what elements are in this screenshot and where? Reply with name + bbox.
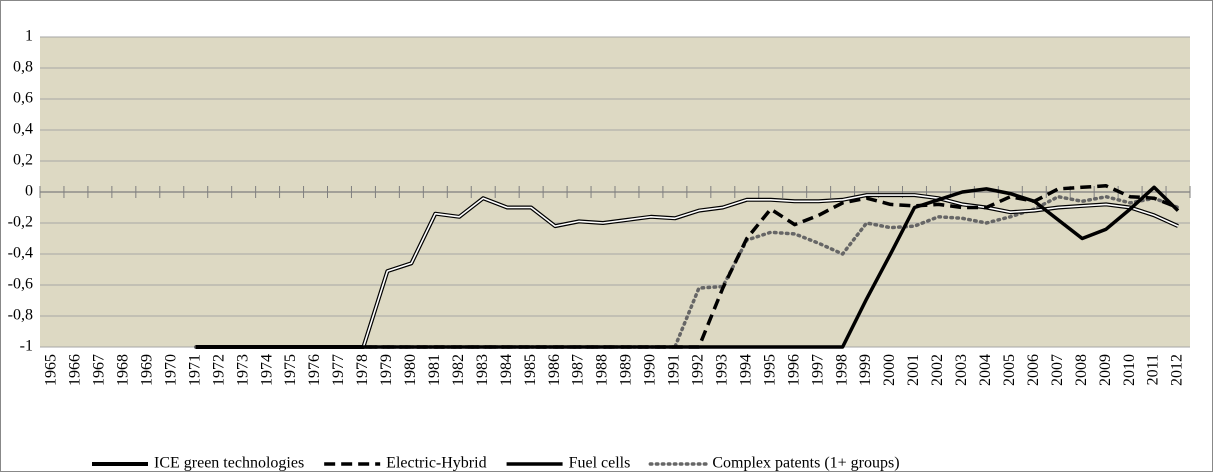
x-tick-label: 1983 [474, 354, 491, 386]
x-tick-label: 1970 [162, 354, 179, 386]
x-tick-label: 2009 [1097, 354, 1114, 386]
y-tick-label: -0,8 [8, 307, 33, 324]
x-tick-label: 1999 [857, 354, 874, 386]
x-tick-label: 2000 [881, 354, 898, 386]
x-tick-label: 1985 [522, 354, 539, 386]
x-tick-label: 1988 [594, 354, 611, 386]
legend-label: Fuel cells [569, 455, 631, 472]
y-tick-label: 0,8 [13, 59, 33, 76]
y-tick-label: -1 [20, 338, 33, 355]
x-tick-label: 1969 [138, 354, 155, 386]
x-tick-label: 2010 [1121, 354, 1138, 386]
x-tick-label: 1989 [618, 354, 635, 386]
y-tick-label: 0,4 [13, 121, 33, 138]
x-tick-label: 2008 [1073, 354, 1090, 386]
legend-label: Electric-Hybrid [386, 455, 486, 472]
x-tick-label: 1972 [210, 354, 227, 386]
line-stroke [195, 185, 1180, 349]
x-tick-label: 1977 [330, 354, 347, 386]
x-tick-label: 1987 [570, 354, 587, 386]
y-tick-label: -0,6 [8, 276, 33, 293]
x-tick-label: 1984 [498, 354, 515, 386]
x-tick-label: 2006 [1025, 354, 1042, 386]
x-tick-label: 1986 [546, 354, 563, 386]
x-tick-label: 2007 [1049, 354, 1066, 386]
x-tick-label: 2012 [1169, 354, 1186, 386]
x-tick-label: 2004 [977, 354, 994, 386]
x-tick-label: 1992 [690, 354, 707, 386]
x-tick-label: 1993 [713, 354, 730, 386]
x-tick-label: 1974 [258, 354, 275, 386]
y-tick-label: 0,6 [13, 90, 33, 107]
y-tick-label: 1 [25, 28, 33, 45]
legend-label: ICE green technologies [154, 455, 304, 472]
x-tick-label: 1966 [67, 354, 84, 386]
x-tick-label: 2005 [1001, 354, 1018, 386]
x-tick-label: 1981 [426, 354, 443, 386]
x-tick-label: 1973 [234, 354, 251, 386]
x-tick-label: 1991 [666, 354, 683, 386]
x-tick-label: 1979 [378, 354, 395, 386]
x-tick-label: 1978 [354, 354, 371, 386]
x-tick-label: 1976 [306, 354, 323, 386]
x-tick-label: 1965 [43, 354, 60, 386]
x-tick-label: 1990 [642, 354, 659, 386]
series-line [195, 185, 1180, 349]
y-tick-label: 0,2 [13, 152, 33, 169]
legend-label: Complex patents (1+ groups) [712, 455, 899, 472]
x-tick-label: 1967 [91, 354, 108, 386]
x-tick-label: 1975 [282, 354, 299, 386]
x-tick-label: 1968 [115, 354, 132, 386]
x-tick-label: 1982 [450, 354, 467, 386]
y-tick-label: 0 [25, 183, 33, 200]
x-tick-label: 1998 [833, 354, 850, 386]
x-tick-label: 1997 [809, 354, 826, 386]
x-tick-label: 2011 [1145, 354, 1162, 385]
y-tick-label: -0,4 [8, 245, 33, 262]
x-tick-label: 1996 [785, 354, 802, 386]
x-tick-label: 1995 [761, 354, 778, 386]
x-tick-label: 1971 [186, 354, 203, 386]
x-tick-label: 1994 [737, 354, 754, 386]
x-tick-label: 2002 [929, 354, 946, 386]
x-tick-label: 2001 [905, 354, 922, 386]
y-tick-label: -0,2 [8, 214, 33, 231]
x-tick-label: 1980 [402, 354, 419, 386]
x-tick-label: 2003 [953, 354, 970, 386]
